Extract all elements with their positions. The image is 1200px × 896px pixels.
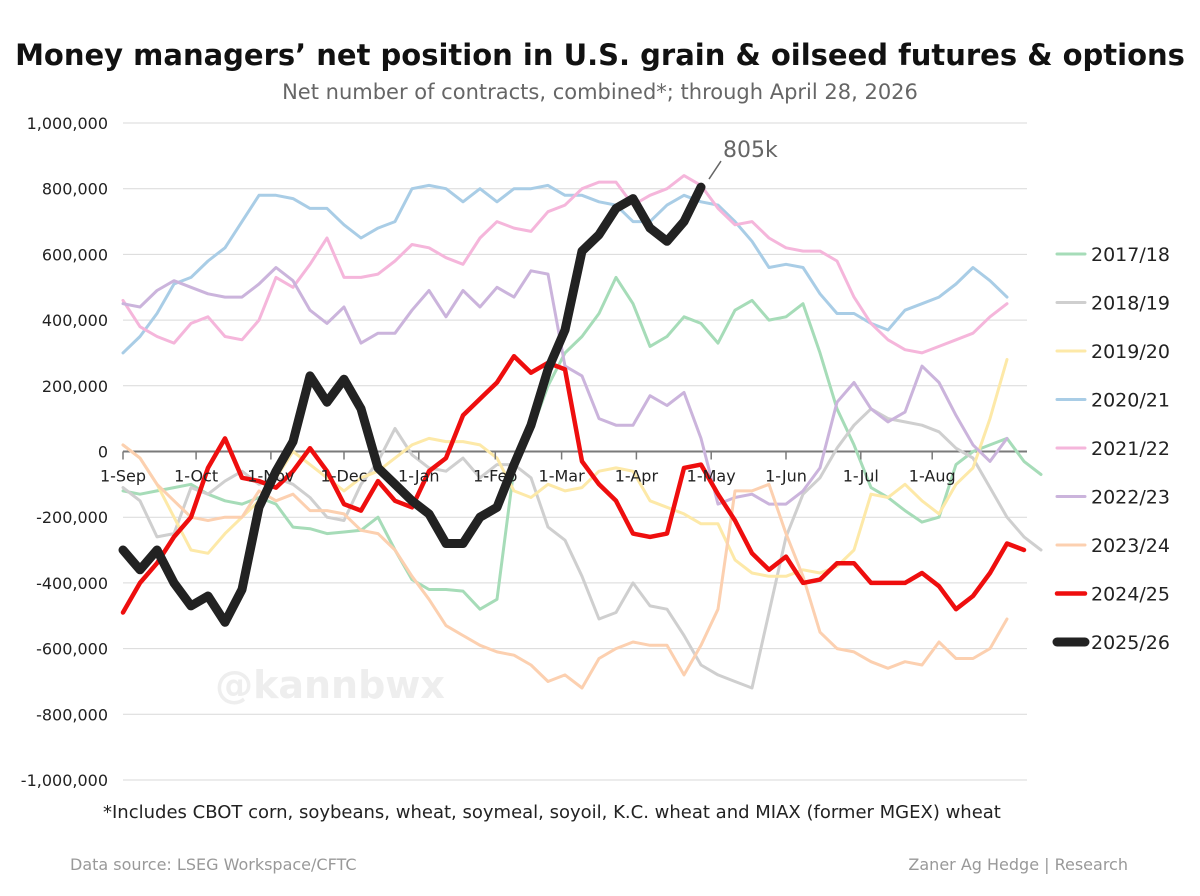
x-tick-label: 1-Aug — [909, 467, 956, 486]
y-axis-tick-labels: 1,000,000 800,000 600,000 400,000 200,000 0 -2… — [21, 114, 108, 790]
x-tick-label: 1-Jul — [843, 467, 879, 486]
y-tick-label: 200,000 — [42, 377, 108, 396]
y-tick-label: -1,000,000 — [21, 771, 108, 790]
credit: Zaner Ag Hedge | Research — [908, 855, 1128, 874]
x-tick-label: 1-Jan — [398, 467, 440, 486]
data-source: Data source: LSEG Workspace/CFTC — [70, 855, 357, 874]
series-line-2017-18 — [121, 275, 1043, 611]
legend-label: 2019/20 — [1091, 341, 1170, 363]
legend-label: 2021/22 — [1091, 438, 1170, 460]
y-tick-label: -400,000 — [36, 574, 108, 593]
footnote: *Includes CBOT corn, soybeans, wheat, so… — [103, 802, 1001, 823]
y-tick-label: -200,000 — [36, 508, 108, 527]
annotation: 805k — [708, 138, 778, 180]
legend-label: 2020/21 — [1091, 390, 1170, 412]
y-tick-label: 600,000 — [42, 245, 108, 264]
y-tick-label: -600,000 — [36, 640, 108, 659]
x-tick-label: 1-Apr — [615, 467, 659, 486]
x-tick-label: 1-Oct — [174, 467, 218, 486]
chart-subtitle: Net number of contracts, combined*; thro… — [282, 80, 918, 104]
chart-title: Money managers’ net position in U.S. gra… — [15, 38, 1185, 72]
series-line-2022-23 — [121, 266, 1009, 506]
x-tick-label: 1-Dec — [321, 467, 368, 486]
x-axis-tick-labels: 1-Sep 1-Oct 1-Nov 1-Dec 1-Jan 1-Feb 1-Mar 1-Apr… — [100, 451, 956, 486]
x-tick-label: 1-Sep — [100, 467, 146, 486]
annotation-leader-line — [708, 160, 722, 180]
x-tick-label: 1-Nov — [247, 467, 294, 486]
series-line-2025-26 — [118, 182, 706, 627]
legend-label: 2017/18 — [1091, 244, 1170, 266]
watermark: @kannbwx — [215, 663, 445, 707]
y-tick-label: 400,000 — [42, 311, 108, 330]
series-line-2021-22 — [121, 174, 1009, 355]
y-tick-label: -800,000 — [36, 705, 108, 724]
y-tick-label: 0 — [98, 443, 108, 462]
legend-label: 2023/24 — [1091, 535, 1170, 557]
legend: 2017/18 2018/19 2019/20 2020/21 2021/22 2022/… — [1052, 244, 1170, 654]
legend-label: 2018/19 — [1091, 293, 1170, 315]
x-tick-label: 1-Feb — [473, 467, 517, 486]
legend-label: 2022/23 — [1091, 487, 1170, 509]
series-line-2023-24 — [121, 443, 1009, 690]
legend-label: 2024/25 — [1091, 584, 1170, 606]
series-line-2020-21 — [121, 183, 1009, 355]
legend-label: 2025/26 — [1091, 632, 1170, 654]
x-tick-label: 1-Jun — [765, 467, 807, 486]
y-tick-label: 800,000 — [42, 180, 108, 199]
y-tick-label: 1,000,000 — [27, 114, 108, 133]
x-tick-label: 1-May — [687, 467, 736, 486]
series-lines — [118, 174, 1043, 690]
x-tick-label: 1-Mar — [539, 467, 586, 486]
annotation-label: 805k — [723, 138, 778, 163]
